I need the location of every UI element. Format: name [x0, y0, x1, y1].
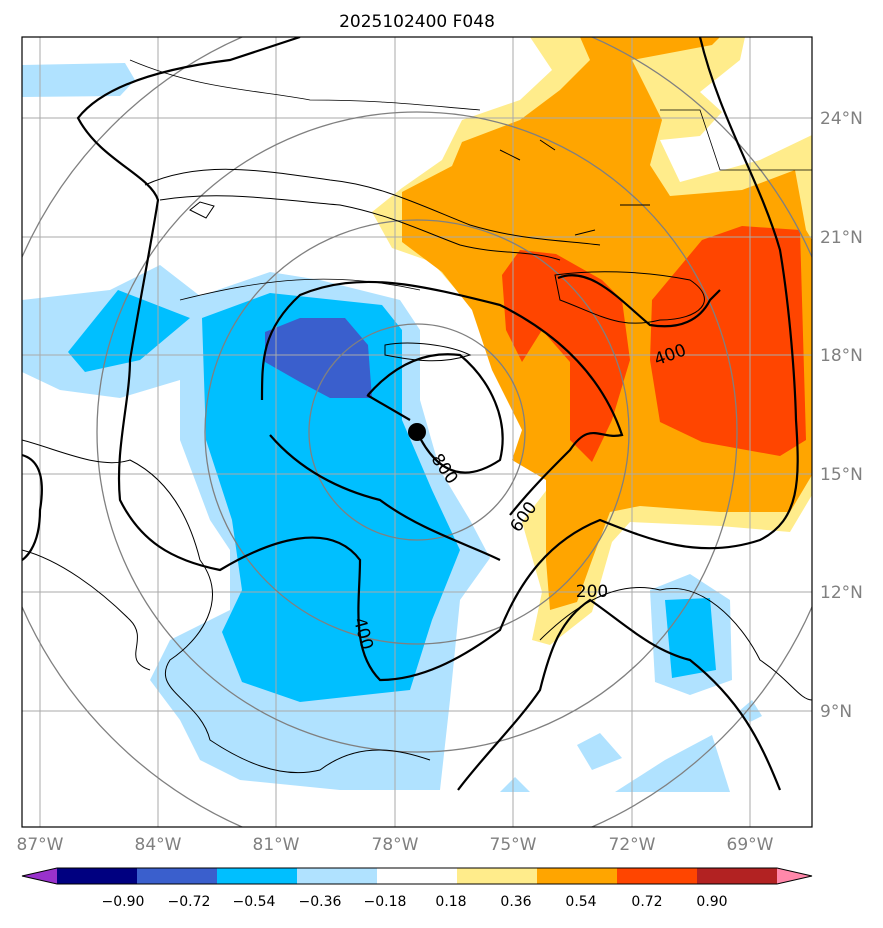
storm-center-marker: [408, 423, 426, 441]
colorbar-tick: 0.18: [435, 894, 466, 910]
colorbar-tick: −0.18: [364, 894, 407, 910]
colorbar-segment: [57, 868, 138, 884]
colorbar-segment: [297, 868, 378, 884]
lat-labels: 24°N 21°N 18°N 15°N 12°N 9°N: [820, 109, 863, 722]
lat-label: 21°N: [820, 228, 863, 248]
lon-label: 72°W: [609, 835, 656, 855]
colorbar-tick: 0.72: [631, 894, 662, 910]
fill-red-2: [650, 226, 806, 456]
height-contours: [22, 37, 799, 791]
colorbar-ticks: −0.90 −0.72 −0.54 −0.36 −0.18 0.18 0.36 …: [102, 894, 728, 910]
lon-label: 75°W: [490, 835, 537, 855]
fill-blue-west-patch: [68, 290, 190, 372]
fill-light-blue-nw: [22, 63, 135, 97]
range-rings: [22, 37, 812, 827]
thin-contours: [129, 59, 812, 301]
colorbar-tick: −0.90: [102, 894, 145, 910]
colorbar-segment: [137, 868, 218, 884]
map-area: 400 800 600 400 200: [22, 37, 812, 827]
lon-label: 69°W: [727, 835, 774, 855]
colorbar-segment: [617, 868, 698, 884]
lat-label: 15°N: [820, 465, 863, 485]
colorbar-segment: [217, 868, 298, 884]
lat-label: 18°N: [820, 346, 863, 366]
fill-light-blue-s1: [577, 733, 622, 770]
plot-title: 2025102400 F048: [339, 12, 495, 32]
colorbar-segment: [22, 868, 57, 884]
colorbar-segment: [697, 868, 778, 884]
fill-light-blue-s3: [500, 777, 530, 792]
fill-blue-se: [665, 598, 716, 678]
colorbar-tick: −0.72: [168, 894, 211, 910]
colorbar-segment: [377, 868, 458, 884]
colorbar-tick: 0.54: [565, 894, 596, 910]
fill-red-1: [502, 250, 630, 462]
colorbar-tick: 0.90: [696, 894, 727, 910]
lon-label: 84°W: [135, 835, 182, 855]
colorbar-outline: [21, 867, 813, 885]
lon-label: 87°W: [17, 835, 64, 855]
lon-label: 81°W: [253, 835, 300, 855]
lat-label: 24°N: [820, 109, 863, 129]
map-frame: [21, 36, 813, 828]
lon-label: 78°W: [372, 835, 419, 855]
colorbar-segment: [777, 868, 812, 884]
contour-label: 200: [576, 582, 608, 602]
colorbar: [21, 867, 813, 885]
fill-royal-blue: [265, 318, 372, 398]
colorbar-tick: −0.36: [299, 894, 342, 910]
colorbar-segment: [457, 868, 538, 884]
coastlines: [22, 139, 812, 774]
colorbar-segment: [537, 868, 618, 884]
gridlines: [22, 37, 812, 827]
lon-labels: 87°W 84°W 81°W 78°W 75°W 72°W 69°W: [17, 835, 774, 855]
colorbar-tick: −0.54: [233, 894, 276, 910]
colorbar-tick: 0.36: [500, 894, 531, 910]
fill-light-blue-s2: [615, 735, 730, 792]
lat-label: 12°N: [820, 583, 863, 603]
lat-label: 9°N: [820, 702, 852, 722]
